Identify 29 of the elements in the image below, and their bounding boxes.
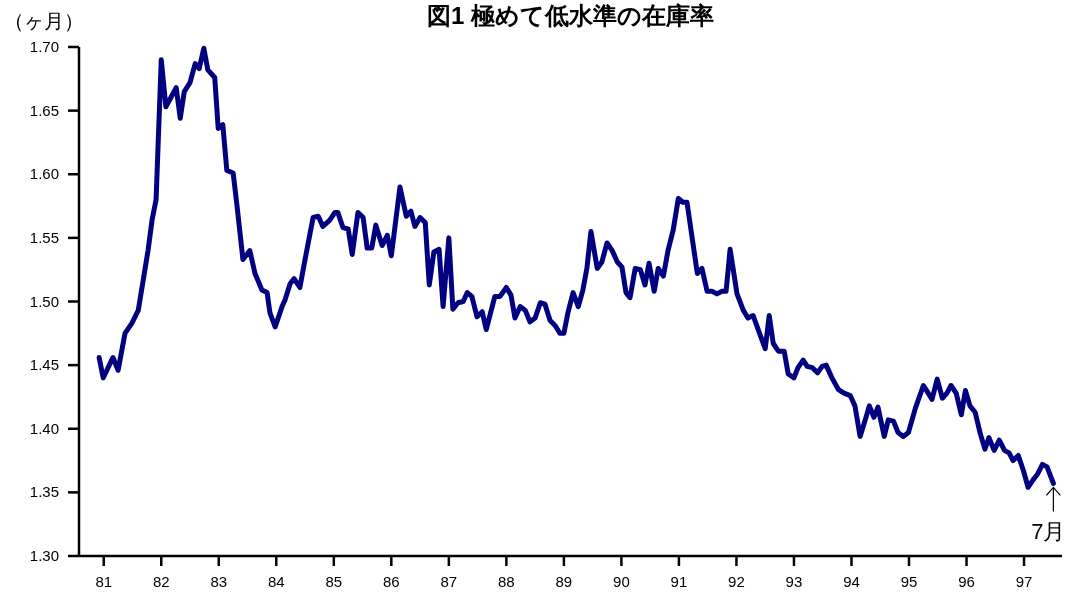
y-tick-label: 1.30	[29, 547, 59, 564]
x-tick-label: 90	[613, 573, 630, 590]
x-tick-label: 85	[325, 573, 343, 590]
y-tick-label: 1.65	[29, 101, 59, 119]
x-tick-label: 93	[785, 573, 803, 590]
x-tick-label: 82	[152, 573, 170, 590]
x-tick-label: 95	[900, 573, 918, 590]
x-tick-label: 97	[1015, 573, 1033, 590]
y-tick-label: 1.40	[29, 419, 59, 437]
y-tick-label: 1.70	[29, 38, 59, 55]
y-tick-label: 1.60	[29, 165, 59, 183]
y-tick-label: 1.35	[29, 483, 59, 501]
y-tick-label: 1.45	[29, 356, 59, 374]
y-axis-title: （ヶ月）	[4, 10, 84, 32]
x-tick-label: 91	[670, 573, 688, 590]
y-tick-label: 1.50	[29, 292, 59, 310]
x-tick-label: 86	[382, 573, 400, 590]
x-tick-label: 96	[958, 573, 975, 590]
x-tick-label: 84	[267, 573, 285, 590]
annotation: 7月	[1031, 519, 1066, 545]
chart-title: 図1 極めて低水準の在庫率	[426, 2, 715, 29]
x-tick-label: 94	[843, 573, 860, 590]
x-tick-label: 89	[555, 573, 573, 590]
x-tick-label: 88	[498, 573, 515, 590]
y-tick-label: 1.55	[29, 228, 59, 246]
x-tick-label: 87	[440, 573, 458, 590]
x-tick-label: 83	[210, 573, 228, 590]
x-tick-label: 81	[95, 573, 113, 590]
x-tick-label: 92	[728, 573, 745, 590]
